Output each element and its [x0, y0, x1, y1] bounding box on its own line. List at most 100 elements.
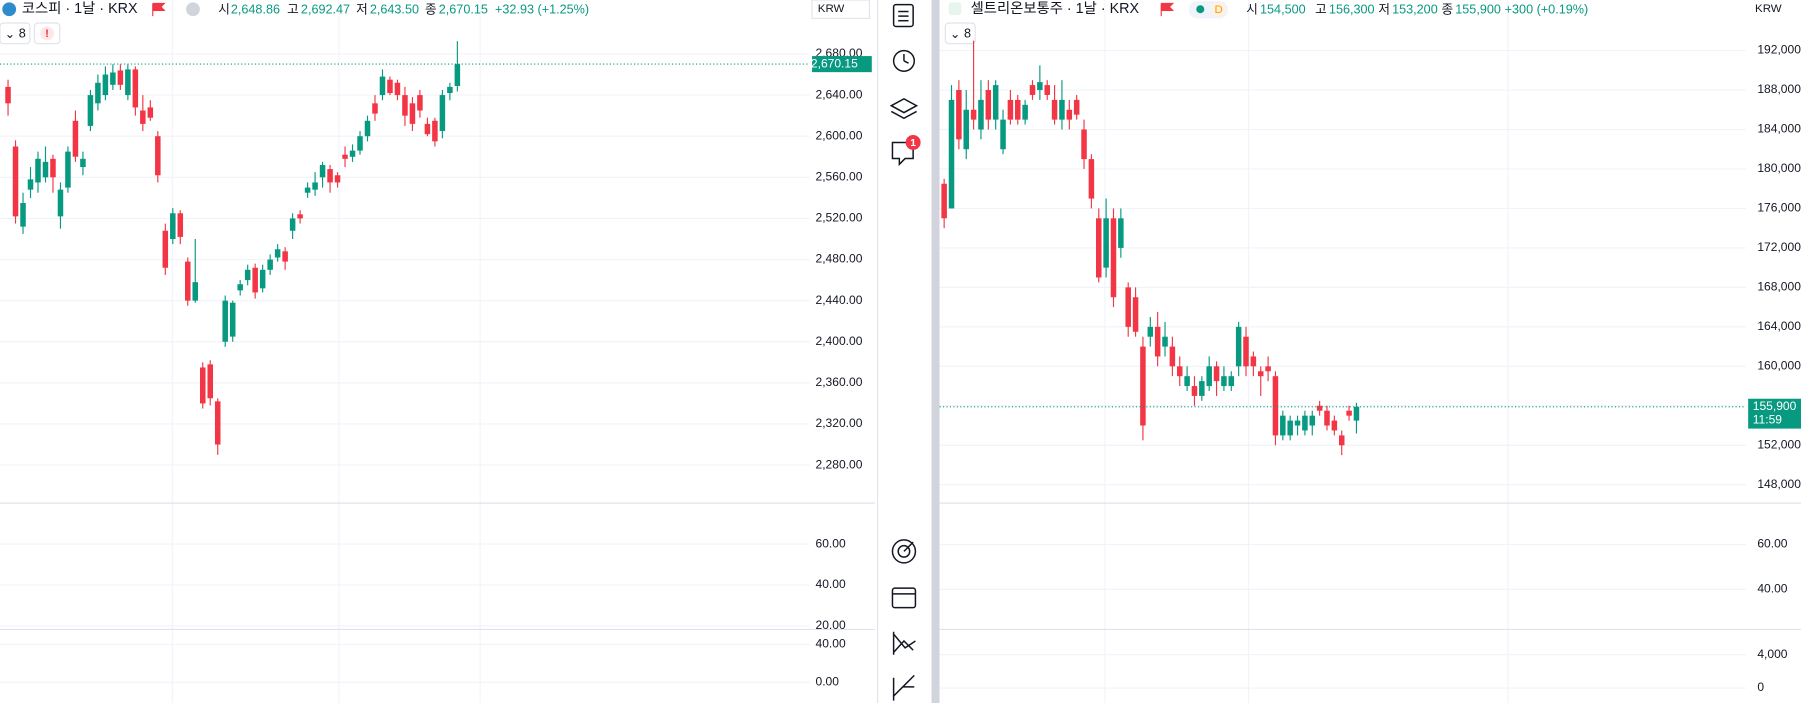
candle-body: [1280, 415, 1286, 436]
candle-body: [1154, 326, 1161, 357]
currency-box[interactable]: [811, 0, 871, 19]
candle-body: [110, 72, 116, 85]
candle-body: [1199, 381, 1205, 396]
candle-body: [20, 203, 26, 227]
candle-body: [304, 187, 311, 193]
candle-body: [1073, 99, 1080, 115]
candle-body: [1037, 82, 1043, 91]
alert: !: [45, 28, 49, 40]
candle-body: [282, 251, 288, 262]
candle-body: [409, 103, 416, 124]
candle-body: [1316, 405, 1323, 411]
y-tick-label: 172,000: [1757, 240, 1801, 254]
y-tick-label: 0: [1757, 680, 1764, 694]
candle-body: [162, 230, 169, 268]
candle-body: [948, 99, 955, 209]
toolbar: [875, 0, 940, 703]
candle-body: [1088, 159, 1095, 199]
y-tick-label: 2,640.00: [816, 87, 863, 101]
candle-body: [65, 151, 71, 188]
pane-separators: [0, 502, 1801, 631]
flag[interactable]: [1160, 2, 1175, 17]
candle-body: [319, 164, 326, 178]
candle-body: [1235, 326, 1242, 367]
candle-body: [1096, 218, 1102, 278]
candle-body: [80, 158, 86, 168]
candle-body: [229, 302, 236, 337]
high-label: 고: [287, 3, 299, 17]
toolbar-icons[interactable]: [889, 3, 919, 701]
candle-body: [1353, 406, 1360, 421]
candle-body: [259, 269, 266, 289]
last-price-label: 155,900: [1753, 399, 1797, 413]
candle-body: [222, 300, 228, 342]
indicator-count-value: 8: [964, 27, 971, 41]
candle-body: [274, 249, 281, 258]
candle-body: [379, 76, 386, 96]
candle-body: [1007, 99, 1014, 120]
candle-body: [1015, 99, 1021, 120]
high: 156,300: [1329, 3, 1375, 17]
low: 2,643.50: [370, 3, 419, 17]
open: 2,648.86: [231, 3, 280, 17]
candle-body: [992, 85, 999, 120]
change: +300 (+0.19%): [1505, 3, 1589, 17]
candle-body: [334, 175, 341, 183]
y-tick-label: 148,000: [1757, 477, 1801, 491]
y-tick-label: 2,280.00: [816, 457, 863, 471]
splitter[interactable]: [931, 0, 940, 703]
y-tick-label: 60.00: [1757, 537, 1787, 551]
open-label: 시: [218, 3, 230, 17]
badge: [905, 134, 921, 150]
candle-body: [439, 95, 446, 132]
candle-body: [1162, 336, 1168, 347]
candle-body: [357, 136, 363, 151]
candle-body: [1110, 218, 1117, 298]
high: 2,692.47: [301, 3, 350, 17]
last-price-box: [812, 56, 872, 73]
y-tick-label: 40.00: [816, 577, 846, 591]
candle-body: [1132, 297, 1139, 332]
high-label: 고: [1315, 3, 1327, 17]
candle-body: [1044, 85, 1050, 95]
y-tick-label: 192,000: [1757, 43, 1801, 57]
candle-body: [1206, 366, 1212, 387]
flag[interactable]: [152, 2, 166, 17]
candle-body: [50, 158, 56, 178]
candle-body: [117, 70, 124, 85]
y-tick-label: 4,000: [1757, 647, 1787, 661]
candle-body: [956, 90, 962, 140]
candle-body: [1257, 371, 1264, 377]
candle-body: [970, 109, 977, 120]
candle-body: [1221, 376, 1227, 387]
indicator-toggle[interactable]: [944, 22, 976, 45]
candle-body: [267, 259, 273, 270]
candle-body: [1346, 410, 1352, 416]
candle-body: [1000, 119, 1006, 150]
candle-body: [941, 183, 947, 219]
candle-body: [289, 218, 296, 231]
candle-body: [1081, 129, 1087, 160]
close-label: 종: [425, 3, 437, 17]
candle-body: [1213, 366, 1220, 382]
candle-body: [155, 136, 161, 176]
candle-body: [978, 99, 984, 130]
low: 153,200: [1392, 3, 1438, 17]
candle-body: [1059, 99, 1065, 120]
candle-body: [1265, 366, 1271, 372]
candle-body: [1066, 109, 1073, 120]
candle-body: [214, 401, 221, 445]
candle-body: [5, 86, 11, 104]
status: [186, 2, 200, 17]
symbol: 코스피 · 1날 · KRX: [22, 0, 138, 17]
currency: KRW: [818, 3, 845, 15]
indicator-toggle[interactable]: [0, 22, 31, 45]
candle-body: [170, 213, 176, 239]
candle-body: [387, 79, 393, 94]
y-tick-label: 20.00: [816, 618, 846, 632]
candle-body: [177, 213, 184, 237]
symbol: 셀트리온보통주 · 1날 · KRX: [971, 0, 1140, 17]
change: +32.93 (+1.25%): [495, 3, 589, 17]
indicator-count: ⌄ 8: [950, 27, 971, 41]
